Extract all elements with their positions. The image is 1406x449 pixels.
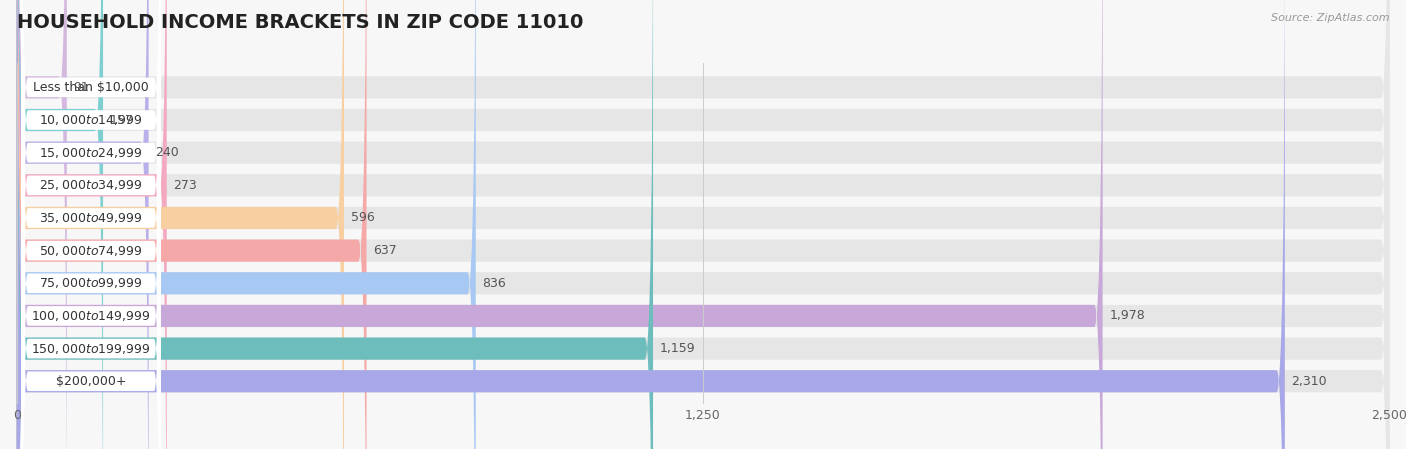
FancyBboxPatch shape	[21, 0, 160, 449]
Text: 836: 836	[482, 277, 506, 290]
Text: $15,000 to $24,999: $15,000 to $24,999	[39, 145, 143, 160]
FancyBboxPatch shape	[17, 0, 1389, 449]
FancyBboxPatch shape	[17, 0, 475, 449]
FancyBboxPatch shape	[21, 0, 160, 449]
Text: 240: 240	[155, 146, 179, 159]
FancyBboxPatch shape	[17, 0, 1389, 449]
Text: $75,000 to $99,999: $75,000 to $99,999	[39, 276, 143, 290]
Text: Less than $10,000: Less than $10,000	[34, 81, 149, 94]
FancyBboxPatch shape	[17, 0, 1389, 449]
FancyBboxPatch shape	[17, 0, 1102, 449]
FancyBboxPatch shape	[21, 0, 160, 449]
FancyBboxPatch shape	[17, 0, 367, 449]
FancyBboxPatch shape	[17, 0, 149, 449]
Text: 2,310: 2,310	[1292, 375, 1327, 388]
Text: 157: 157	[110, 114, 134, 127]
FancyBboxPatch shape	[21, 0, 160, 449]
Text: $35,000 to $49,999: $35,000 to $49,999	[39, 211, 143, 225]
FancyBboxPatch shape	[17, 0, 1389, 449]
Text: $50,000 to $74,999: $50,000 to $74,999	[39, 244, 143, 258]
FancyBboxPatch shape	[21, 0, 160, 449]
FancyBboxPatch shape	[17, 0, 67, 449]
Text: 91: 91	[73, 81, 89, 94]
FancyBboxPatch shape	[17, 0, 1389, 449]
Text: HOUSEHOLD INCOME BRACKETS IN ZIP CODE 11010: HOUSEHOLD INCOME BRACKETS IN ZIP CODE 11…	[17, 13, 583, 32]
Text: 273: 273	[173, 179, 197, 192]
FancyBboxPatch shape	[17, 0, 1389, 449]
FancyBboxPatch shape	[17, 0, 652, 449]
FancyBboxPatch shape	[21, 0, 160, 449]
FancyBboxPatch shape	[21, 0, 160, 449]
Text: $10,000 to $14,999: $10,000 to $14,999	[39, 113, 143, 127]
Text: 596: 596	[350, 211, 374, 224]
Text: $200,000+: $200,000+	[56, 375, 127, 388]
FancyBboxPatch shape	[21, 0, 160, 449]
FancyBboxPatch shape	[17, 0, 1389, 449]
Text: 1,978: 1,978	[1109, 309, 1144, 322]
FancyBboxPatch shape	[17, 0, 1285, 449]
FancyBboxPatch shape	[17, 0, 344, 449]
FancyBboxPatch shape	[17, 0, 1389, 449]
Text: 1,159: 1,159	[659, 342, 695, 355]
FancyBboxPatch shape	[21, 0, 160, 449]
FancyBboxPatch shape	[17, 0, 167, 449]
FancyBboxPatch shape	[17, 0, 103, 449]
Text: 637: 637	[373, 244, 396, 257]
Text: $100,000 to $149,999: $100,000 to $149,999	[31, 309, 150, 323]
FancyBboxPatch shape	[17, 0, 1389, 449]
Text: $25,000 to $34,999: $25,000 to $34,999	[39, 178, 143, 192]
FancyBboxPatch shape	[17, 0, 1389, 449]
FancyBboxPatch shape	[21, 0, 160, 449]
Text: Source: ZipAtlas.com: Source: ZipAtlas.com	[1271, 13, 1389, 23]
Text: $150,000 to $199,999: $150,000 to $199,999	[31, 342, 150, 356]
